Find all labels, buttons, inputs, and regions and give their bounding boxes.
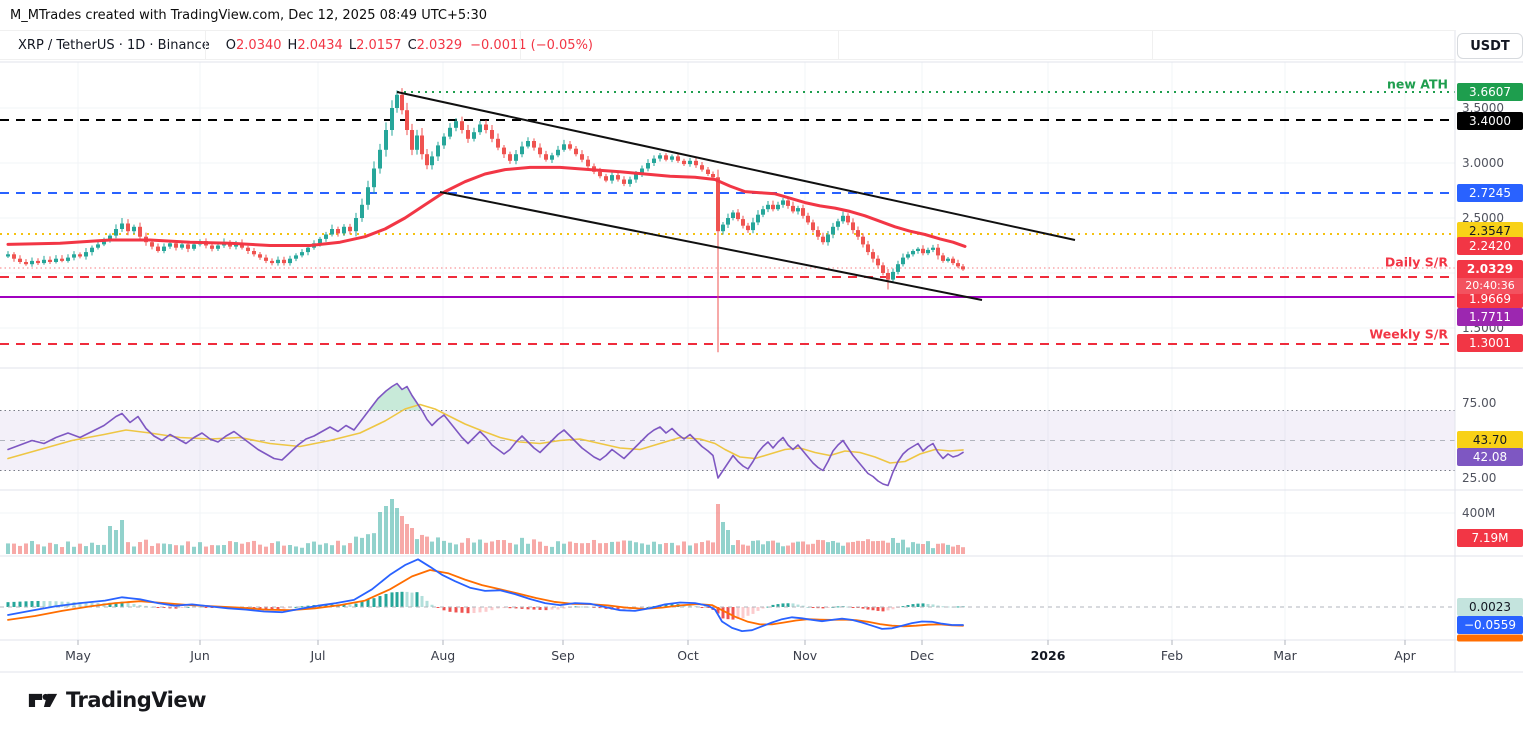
- tradingview-logo-icon: [28, 693, 58, 708]
- ohlc-key: O: [225, 37, 237, 53]
- ohlc-value: 2.0157: [356, 37, 402, 53]
- legend-separator: [205, 31, 206, 59]
- candlestick-series: [6, 88, 965, 353]
- symbol-title[interactable]: XRP / TetherUS · 1D · Binance: [18, 37, 210, 53]
- ohlc-key: L: [348, 37, 357, 53]
- ohlc-value: 2.0329: [416, 37, 463, 53]
- ohlc-key: H: [287, 37, 298, 53]
- legend-separator: [520, 31, 521, 59]
- tradingview-logo[interactable]: TradingView: [28, 688, 206, 712]
- attribution-text: M_MTrades created with TradingView.com, …: [10, 8, 488, 23]
- legend-separator: [1152, 31, 1153, 59]
- ohlc-values: O2.0340 H2.0434 L2.0157 C2.0329: [220, 38, 462, 53]
- tradingview-logo-text: TradingView: [66, 688, 206, 712]
- ohlc-value: 2.0434: [297, 37, 343, 53]
- symbol-legend: XRP / TetherUS · 1D · Binance O2.0340 H2.…: [0, 30, 1455, 60]
- price-change: −0.0011 (−0.05%): [470, 37, 593, 53]
- currency-toggle-button[interactable]: USDT: [1457, 33, 1523, 59]
- ohlc-key: C: [407, 37, 417, 53]
- ohlc-value: 2.0340: [236, 37, 282, 53]
- legend-separator: [838, 31, 839, 59]
